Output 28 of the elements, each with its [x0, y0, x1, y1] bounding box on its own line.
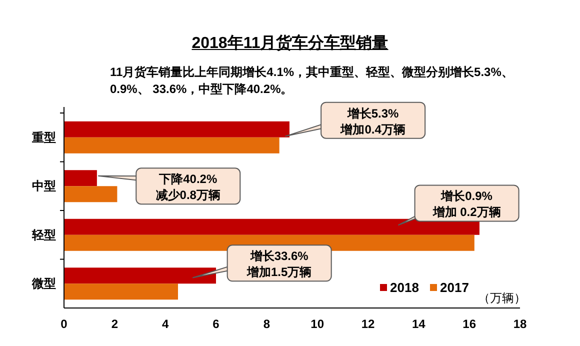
x-tick-label: 12	[361, 317, 375, 331]
x-tick-label: 6	[212, 317, 220, 331]
y-tick-label: 重型	[31, 130, 56, 144]
annotation: 增长0.9% 增加 0.2万辆	[432, 189, 501, 220]
bar	[64, 170, 97, 186]
annotation: 下降40.2% 减少0.8万辆	[156, 172, 220, 202]
x-tick-label: 0	[60, 317, 68, 331]
x-tick-label: 14	[412, 317, 426, 331]
x-tick-label: 10	[310, 317, 324, 331]
x-tick-label: 2	[111, 317, 118, 331]
x-tick-label: 18	[513, 317, 527, 331]
x-tick-label: 16	[462, 317, 476, 331]
bar	[64, 218, 480, 235]
bar	[64, 284, 178, 300]
chart-subtitle: 11月货车销量比上年同期增长4.1%，其中重型、轻型、微型分别增长5.3%、 0.9%、 33.6%，中型下降40.2%。	[110, 64, 514, 98]
legend-label: 2017	[440, 280, 469, 295]
y-tick-label: 中型	[32, 179, 56, 194]
bar	[64, 137, 280, 154]
annotation: 增长5.3% 增加0.4万辆	[340, 106, 406, 136]
annotation: 增长33.6% 增加1.5万辆	[246, 249, 312, 280]
y-tick-label: 微型	[31, 276, 56, 291]
bar	[64, 186, 118, 202]
legend-label: 2018	[390, 280, 419, 295]
y-tick-label: 轻型	[31, 228, 56, 242]
chart-title: 2018年11月货车分车型销量	[192, 35, 388, 52]
x-axis-title: （万辆）	[478, 291, 526, 305]
x-tick-label: 4	[162, 317, 169, 331]
x-tick-label: 8	[263, 317, 270, 331]
